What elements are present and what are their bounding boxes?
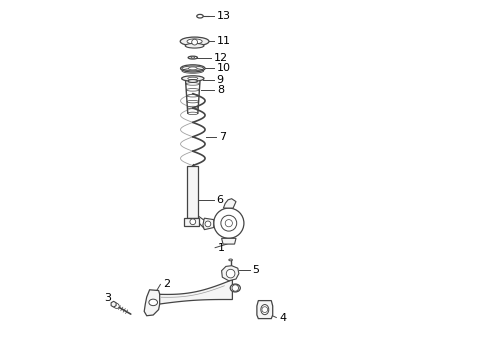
Ellipse shape: [180, 65, 205, 72]
Polygon shape: [153, 280, 232, 305]
Text: 10: 10: [217, 63, 231, 73]
Circle shape: [192, 39, 197, 45]
Circle shape: [221, 215, 237, 231]
Circle shape: [225, 220, 232, 227]
Text: 1: 1: [218, 243, 225, 253]
Text: 13: 13: [217, 11, 231, 21]
Polygon shape: [144, 290, 160, 316]
Polygon shape: [223, 199, 236, 208]
Ellipse shape: [230, 284, 240, 292]
Ellipse shape: [182, 76, 204, 81]
Polygon shape: [111, 301, 116, 307]
Ellipse shape: [188, 80, 197, 82]
Text: 7: 7: [219, 132, 226, 142]
Polygon shape: [203, 218, 214, 230]
Bar: [184, 218, 198, 226]
Ellipse shape: [197, 14, 203, 18]
Ellipse shape: [191, 57, 195, 58]
Ellipse shape: [229, 259, 232, 261]
Circle shape: [205, 221, 211, 227]
Text: 6: 6: [217, 194, 223, 204]
Ellipse shape: [189, 67, 197, 70]
Circle shape: [190, 219, 196, 225]
Text: 5: 5: [252, 265, 260, 275]
Text: 3: 3: [104, 293, 112, 303]
Ellipse shape: [185, 44, 204, 48]
Ellipse shape: [188, 56, 197, 59]
Polygon shape: [257, 301, 273, 319]
Bar: [187, 41, 202, 46]
Ellipse shape: [187, 39, 202, 44]
Text: 11: 11: [217, 36, 231, 46]
Text: 2: 2: [163, 279, 171, 289]
Circle shape: [232, 285, 239, 291]
Text: 4: 4: [279, 312, 286, 323]
Ellipse shape: [180, 37, 209, 46]
Ellipse shape: [261, 305, 269, 315]
Text: 8: 8: [217, 85, 224, 95]
Ellipse shape: [188, 77, 198, 80]
Text: 12: 12: [214, 53, 228, 63]
Text: 9: 9: [217, 75, 223, 85]
Polygon shape: [221, 238, 236, 244]
Ellipse shape: [149, 299, 157, 306]
Polygon shape: [221, 266, 239, 281]
Ellipse shape: [113, 303, 119, 309]
Circle shape: [214, 208, 244, 238]
Bar: [187, 166, 198, 218]
Circle shape: [226, 269, 235, 278]
Circle shape: [262, 307, 268, 312]
